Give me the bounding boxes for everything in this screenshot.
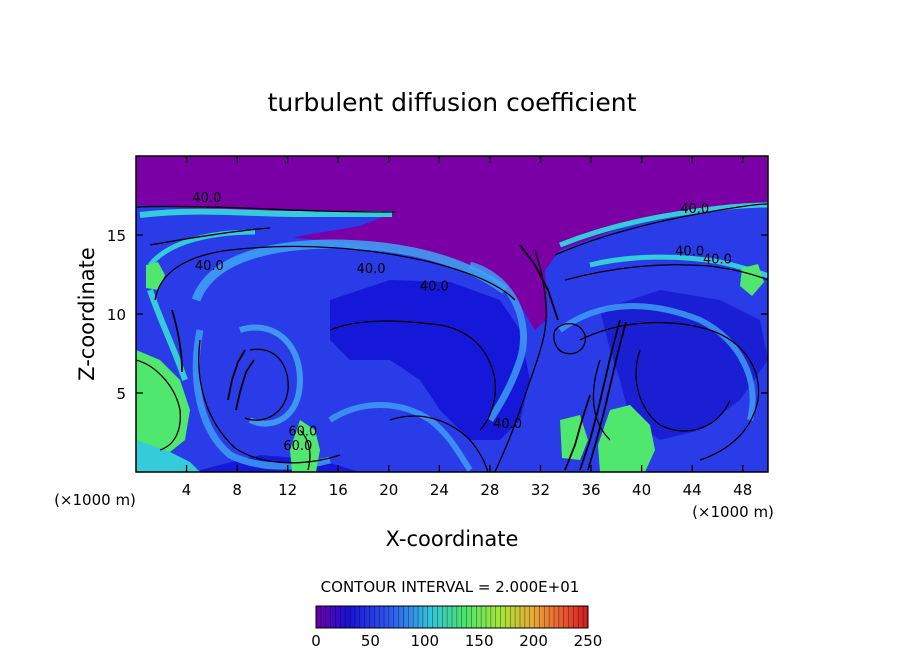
- green-region: [136, 440, 200, 472]
- contour-interval: CONTOUR INTERVAL = 2.000E+01: [321, 578, 580, 596]
- x-axis: 4 8 12 16 20 24 28 32 36 40 44 48: [182, 156, 752, 499]
- green-region: [598, 405, 655, 472]
- colorbar-tick-label: 50: [361, 632, 380, 650]
- contour-label: 40.0: [195, 259, 224, 274]
- colorbar-stripes: [320, 606, 584, 628]
- chart-title: turbulent diffusion coefficient: [268, 88, 637, 117]
- x-tick-label: 32: [531, 481, 550, 499]
- contour-label: 40.0: [675, 245, 704, 260]
- light-blue-band: [191, 239, 508, 302]
- contour-label: 40.0: [192, 191, 221, 206]
- x-axis-label: X-coordinate: [386, 527, 519, 551]
- light-blue-band: [558, 303, 756, 421]
- y-axis-label: Z-coordinate: [75, 247, 99, 381]
- green-region: [146, 262, 165, 290]
- colorbar-tick-label: 100: [410, 632, 439, 650]
- contour-label: 40.0: [703, 252, 732, 267]
- x-unit-left: (×1000 m): [54, 491, 136, 509]
- x-tick-label: 12: [278, 481, 297, 499]
- green-region: [740, 264, 764, 296]
- y-tick-label: 10: [107, 306, 126, 324]
- x-tick-label: 36: [581, 481, 600, 499]
- light-blue-band: [328, 402, 473, 472]
- contour-label: 60.0: [283, 439, 312, 454]
- x-tick-label: 16: [329, 481, 348, 499]
- light-blue-band: [239, 324, 304, 427]
- cyan-band: [139, 208, 392, 218]
- x-tick-label: 20: [379, 481, 398, 499]
- colorbar-tick-label: 0: [311, 632, 321, 650]
- colorbar-tick-label: 150: [465, 632, 494, 650]
- heatmap-field: 40.040.040.040.040.040.040.040.060.060.0: [136, 156, 768, 472]
- x-tick-label: 28: [480, 481, 499, 499]
- contour-label: 40.0: [493, 417, 522, 432]
- x-tick-label: 8: [232, 481, 242, 499]
- colorbar-ticks: 0 50 100 150 200 250: [311, 632, 602, 650]
- green-region: [290, 420, 320, 472]
- contour-bands: [171, 244, 627, 471]
- contour-lines: [136, 203, 768, 472]
- cyan-band: [148, 229, 256, 267]
- x-tick-label: 44: [683, 481, 702, 499]
- contour-label: 60.0: [288, 425, 317, 440]
- y-axis: 5 10 15: [107, 227, 768, 403]
- colorbar: 0 50 100 150 200 250: [311, 605, 602, 650]
- y-tick-label: 15: [107, 227, 126, 245]
- x-tick-label: 24: [430, 481, 449, 499]
- colorbar-tick-label: 250: [574, 632, 603, 650]
- deep-blue-patch: [330, 280, 530, 440]
- x-unit-right: (×1000 m): [692, 503, 774, 521]
- y-tick-label: 5: [116, 385, 126, 403]
- x-tick-label: 40: [632, 481, 651, 499]
- x-tick-label: 4: [182, 481, 192, 499]
- contour-labels: 40.040.040.040.040.040.040.040.060.060.0: [192, 191, 732, 454]
- green-region: [136, 350, 190, 452]
- x-tick-label: 48: [733, 481, 752, 499]
- contour-label: 40.0: [680, 202, 709, 217]
- colorbar-tick-label: 200: [519, 632, 548, 650]
- light-blue-band: [468, 261, 527, 422]
- contour-label: 40.0: [357, 262, 386, 277]
- contour-label: 40.0: [420, 279, 449, 294]
